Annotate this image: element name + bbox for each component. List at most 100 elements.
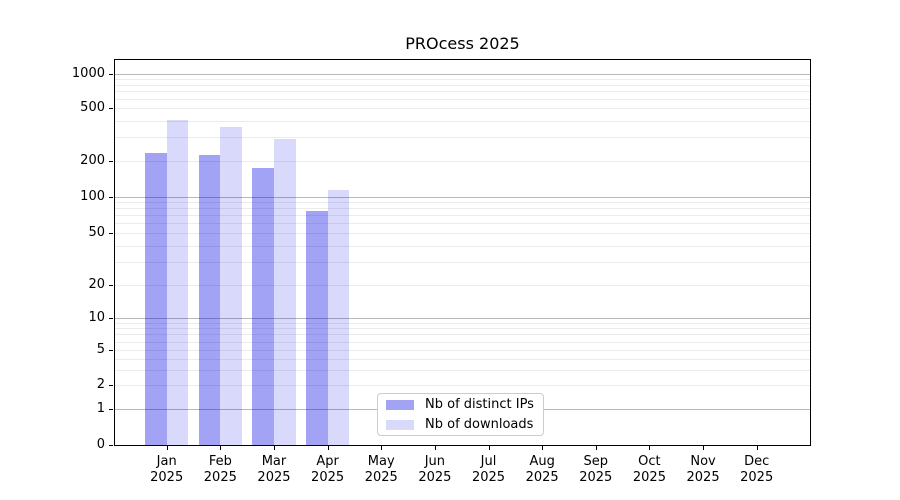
legend-label-distinct-ips: Nb of distinct IPs [425,397,534,412]
x-tick-label-month: Mar [261,454,287,469]
y-tick-label-1: 1 [96,400,105,416]
x-tick-label-nov-2025: Nov 2025 [667,454,739,486]
gridline-minor-900 [115,79,810,81]
bar-nb-of-downloads-jan-2025 [166,120,189,445]
legend: Nb of distinct IPs Nb of downloads [377,393,544,436]
y-tick-mark-5 [109,350,113,351]
y-tick-label-500: 500 [80,100,105,115]
x-tick-label-year: 2025 [632,470,666,485]
x-tick-label-year: 2025 [740,470,774,485]
chart-title: PROcess 2025 [405,34,520,53]
y-tick-mark-10 [109,318,113,319]
y-tick-label-1000: 1000 [71,66,105,81]
x-tick-label-month: Nov [690,454,716,469]
y-tick-label-2: 2 [96,377,105,392]
gridline-minor-3 [115,369,810,371]
x-tick-mark-may-2025 [381,446,383,450]
x-tick-label-feb-2025: Feb 2025 [184,454,256,486]
x-tick-label-jan-2025: Jan 2025 [131,454,203,486]
x-tick-label-year: 2025 [471,470,506,485]
gridline-major-100 [115,196,810,198]
gridline-minor-9 [115,322,810,324]
gridline-minor-80 [115,208,810,210]
legend-row-distinct-ips: Nb of distinct IPs [378,396,543,413]
y-tick-mark-20 [109,284,113,286]
bar-nb-of-distinct-ips-jan-2025 [145,152,167,445]
gridline-minor-5 [115,350,810,351]
x-tick-label-year: 2025 [686,470,720,485]
x-tick-mark-jul-2025 [488,446,490,450]
x-tick-mark-oct-2025 [649,446,651,450]
y-tick-label-100: 100 [80,188,105,204]
y-tick-mark-200 [109,160,113,162]
y-tick-mark-500 [109,108,113,109]
gridline-minor-7 [115,334,810,336]
gridline-minor-90 [115,202,810,204]
x-tick-label-apr-2025: Apr 2025 [292,454,364,486]
x-tick-label-month: Jan [156,454,177,469]
legend-row-downloads: Nb of downloads [378,416,543,433]
gridline-minor-20 [115,284,810,286]
x-tick-label-year: 2025 [418,470,452,485]
x-tick-label-month: Dec [744,454,770,469]
gridline-minor-6 [115,341,810,343]
legend-label-downloads: Nb of downloads [425,417,534,432]
y-tick-mark-0 [109,445,113,446]
x-tick-label-month: Jun [424,454,446,469]
x-tick-label-jul-2025: Jul 2025 [453,454,525,486]
y-tick-mark-1 [109,408,113,410]
x-tick-mark-dec-2025 [756,446,758,450]
plot-area [114,59,811,446]
bar-nb-of-distinct-ips-apr-2025 [306,211,328,445]
x-tick-label-year: 2025 [203,470,237,485]
x-tick-mark-feb-2025 [220,446,222,450]
x-tick-label-year: 2025 [311,470,345,485]
gridline-minor-200 [115,160,810,162]
x-tick-mark-nov-2025 [703,446,705,450]
x-tick-label-dec-2025: Dec 2025 [721,454,793,486]
x-tick-label-month: Oct [638,454,661,469]
x-tick-label-jun-2025: Jun 2025 [399,454,471,486]
x-tick-label-month: May [367,454,395,469]
x-tick-mark-mar-2025 [273,446,275,450]
gridline-minor-60 [115,223,810,225]
legend-swatch-downloads [386,419,414,430]
x-tick-label-year: 2025 [257,470,291,485]
gridline-minor-300 [115,137,810,139]
gridline-minor-4 [115,358,810,360]
x-tick-mark-apr-2025 [327,446,329,450]
gridline-minor-500 [115,108,810,109]
gridline-minor-700 [115,91,810,93]
y-tick-mark-100 [109,196,113,198]
y-tick-label-20: 20 [88,276,105,292]
y-tick-label-200: 200 [80,152,105,168]
y-tick-mark-50 [109,233,113,234]
x-tick-label-month: Aug [529,454,555,469]
y-tick-label-50: 50 [88,225,105,240]
x-tick-label-month: Sep [583,454,609,469]
x-tick-label-may-2025: May 2025 [345,454,417,486]
x-tick-mark-sep-2025 [595,446,597,450]
bar-nb-of-downloads-apr-2025 [327,189,350,445]
x-tick-label-year: 2025 [150,470,184,485]
gridline-minor-70 [115,215,810,217]
gridline-minor-30 [115,261,810,263]
x-tick-label-aug-2025: Aug 2025 [506,454,578,486]
x-tick-mark-jan-2025 [166,446,168,450]
y-tick-label-0: 0 [96,437,105,452]
x-tick-label-year: 2025 [579,470,613,485]
bar-nb-of-distinct-ips-feb-2025 [198,155,221,445]
gridline-major-10 [115,318,810,319]
y-tick-mark-1000 [109,74,113,75]
gridline-minor-2 [115,385,810,386]
bar-nb-of-downloads-feb-2025 [220,127,242,445]
legend-swatch-distinct-ips [386,399,414,410]
y-tick-mark-2 [109,385,113,386]
gridline-minor-8 [115,328,810,330]
x-tick-label-year: 2025 [364,470,398,485]
bar-nb-of-downloads-mar-2025 [273,139,296,445]
x-tick-label-oct-2025: Oct 2025 [613,454,685,486]
gridline-major-1000 [115,74,810,75]
gridline-minor-800 [115,84,810,86]
